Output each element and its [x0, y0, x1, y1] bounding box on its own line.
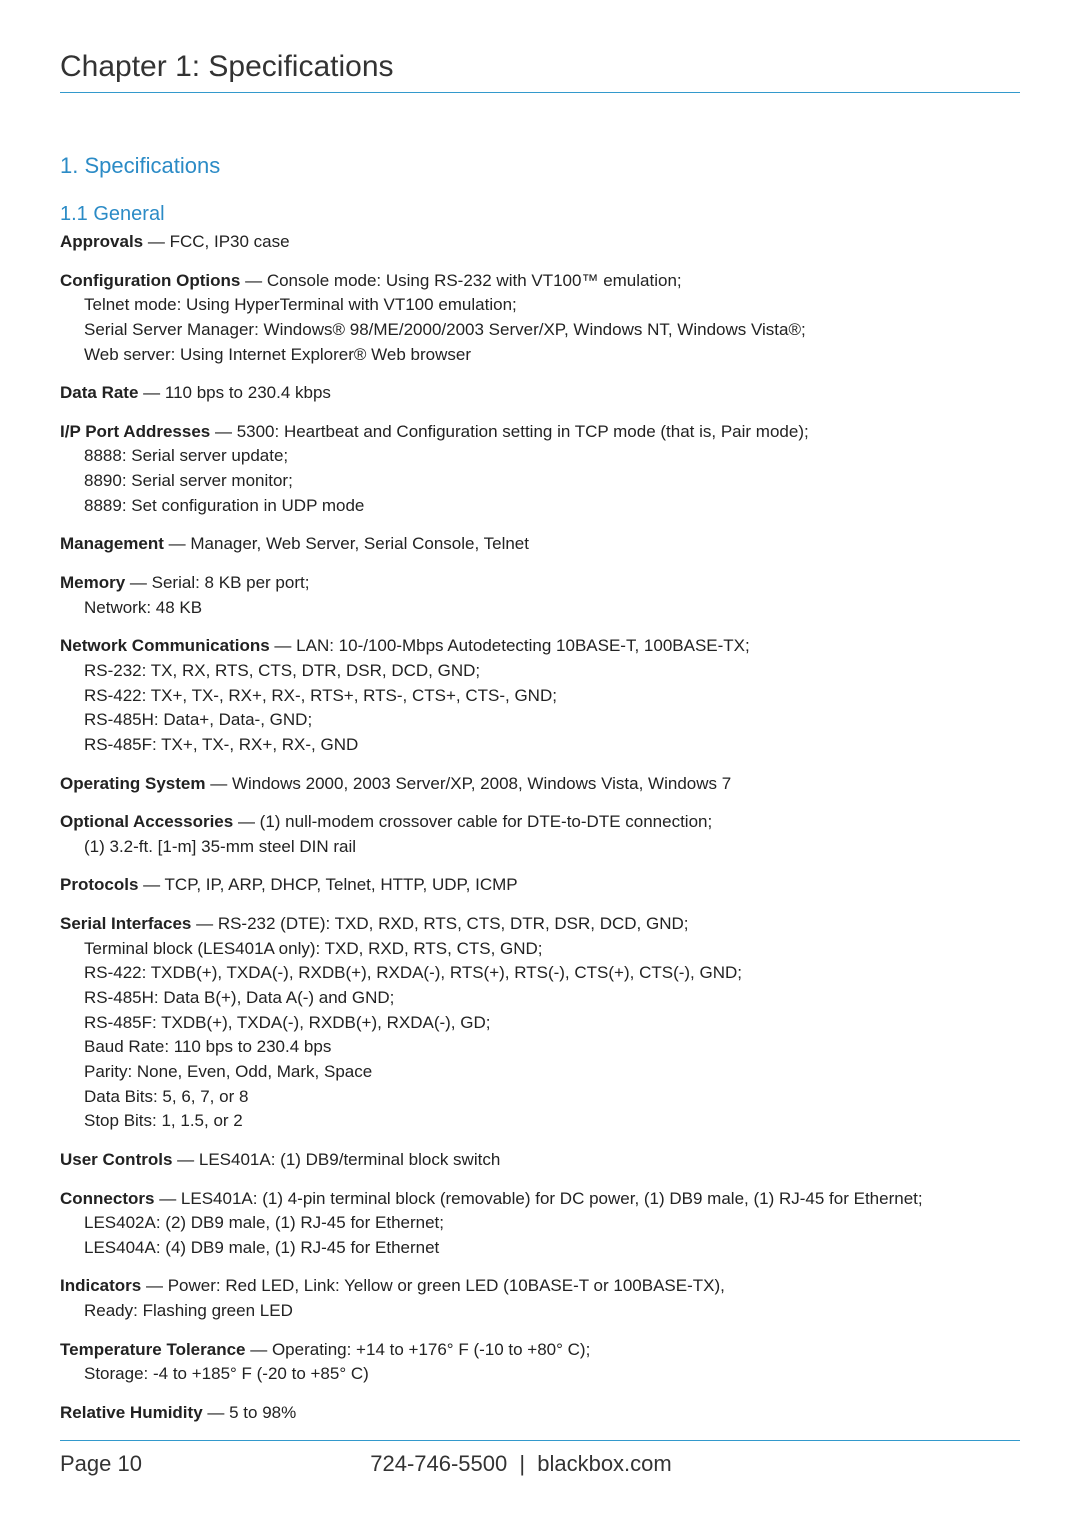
spec-config-options: Configuration Options — Console mode: Us…: [60, 269, 1020, 368]
spec-cont: Baud Rate: 110 bps to 230.4 bps: [60, 1035, 1020, 1060]
spec-value: FCC, IP30 case: [170, 232, 290, 251]
spec-label: Configuration Options: [60, 271, 240, 290]
spec-label: User Controls: [60, 1150, 172, 1169]
spec-label: Data Rate: [60, 383, 138, 402]
spec-cont: Stop Bits: 1, 1.5, or 2: [60, 1109, 1020, 1134]
subsection-title: 1.1 General: [60, 203, 1020, 226]
spec-user-controls: User Controls — LES401A: (1) DB9/termina…: [60, 1148, 1020, 1173]
spec-protocols: Protocols — TCP, IP, ARP, DHCP, Telnet, …: [60, 873, 1020, 898]
spec-value: Serial: 8 KB per port;: [152, 573, 310, 592]
spec-value: Manager, Web Server, Serial Console, Tel…: [190, 534, 529, 553]
spec-label: Management: [60, 534, 164, 553]
spec-value: Operating: +14 to +176° F (-10 to +80° C…: [272, 1340, 590, 1359]
spec-label: Temperature Tolerance: [60, 1340, 246, 1359]
spec-label: Serial Interfaces: [60, 914, 191, 933]
page: Chapter 1: Specifications 1. Specificati…: [0, 0, 1080, 1517]
spec-cont: RS-232: TX, RX, RTS, CTS, DTR, DSR, DCD,…: [60, 659, 1020, 684]
spec-cont: Serial Server Manager: Windows® 98/ME/20…: [60, 318, 1020, 343]
spec-value: RS-232 (DTE): TXD, RXD, RTS, CTS, DTR, D…: [218, 914, 689, 933]
spec-humidity: Relative Humidity — 5 to 98%: [60, 1401, 1020, 1426]
spec-value: Console mode: Using RS-232 with VT100™ e…: [267, 271, 682, 290]
spec-cont: Storage: -4 to +185° F (-20 to +85° C): [60, 1362, 1020, 1387]
spec-label: Approvals: [60, 232, 143, 251]
spec-label: Memory: [60, 573, 125, 592]
spec-cont: RS-485H: Data+, Data-, GND;: [60, 708, 1020, 733]
spec-cont: 8888: Serial server update;: [60, 444, 1020, 469]
spec-label: Network Communications: [60, 636, 270, 655]
spec-cont: Web server: Using Internet Explorer® Web…: [60, 343, 1020, 368]
spec-approvals: Approvals — FCC, IP30 case: [60, 230, 1020, 255]
spec-value: TCP, IP, ARP, DHCP, Telnet, HTTP, UDP, I…: [165, 875, 518, 894]
spec-value: LAN: 10-/100-Mbps Autodetecting 10BASE-T…: [296, 636, 750, 655]
spec-cont: 8889: Set configuration in UDP mode: [60, 494, 1020, 519]
spec-cont: RS-422: TXDB(+), TXDA(-), RXDB(+), RXDA(…: [60, 961, 1020, 986]
spec-cont: RS-485H: Data B(+), Data A(-) and GND;: [60, 986, 1020, 1011]
spec-label: Indicators: [60, 1276, 141, 1295]
footer: Page 10 724-746-5500 | blackbox.com: [60, 1451, 1020, 1477]
spec-value: LES401A: (1) 4-pin terminal block (remov…: [181, 1189, 923, 1208]
footer-phone: 724-746-5500: [370, 1451, 507, 1476]
spec-label: Relative Humidity: [60, 1403, 203, 1422]
spec-cont: RS-422: TX+, TX-, RX+, RX-, RTS+, RTS-, …: [60, 684, 1020, 709]
spec-os: Operating System — Windows 2000, 2003 Se…: [60, 772, 1020, 797]
spec-cont: Data Bits: 5, 6, 7, or 8: [60, 1085, 1020, 1110]
spec-cont: RS-485F: TXDB(+), TXDA(-), RXDB(+), RXDA…: [60, 1011, 1020, 1036]
section-title: 1. Specifications: [60, 153, 1020, 179]
spec-cont: Ready: Flashing green LED: [60, 1299, 1020, 1324]
spec-value: (1) null-modem crossover cable for DTE-t…: [260, 812, 713, 831]
spec-label: Operating System: [60, 774, 206, 793]
spec-cont: (1) 3.2-ft. [1-m] 35-mm steel DIN rail: [60, 835, 1020, 860]
spec-cont: Telnet mode: Using HyperTerminal with VT…: [60, 293, 1020, 318]
spec-cont: Terminal block (LES401A only): TXD, RXD,…: [60, 937, 1020, 962]
spec-cont: 8890: Serial server monitor;: [60, 469, 1020, 494]
chapter-title: Chapter 1: Specifications: [60, 50, 1020, 84]
page-number: Page 10: [60, 1451, 142, 1477]
spec-cont: Parity: None, Even, Odd, Mark, Space: [60, 1060, 1020, 1085]
spec-value: Power: Red LED, Link: Yellow or green LE…: [168, 1276, 725, 1295]
spec-cont: LES402A: (2) DB9 male, (1) RJ-45 for Eth…: [60, 1211, 1020, 1236]
spec-serial-interfaces: Serial Interfaces — RS-232 (DTE): TXD, R…: [60, 912, 1020, 1134]
spec-value: Windows 2000, 2003 Server/XP, 2008, Wind…: [232, 774, 731, 793]
spec-cont: Network: 48 KB: [60, 596, 1020, 621]
spec-value: LES401A: (1) DB9/terminal block switch: [199, 1150, 500, 1169]
spec-memory: Memory — Serial: 8 KB per port; Network:…: [60, 571, 1020, 620]
spec-label: Protocols: [60, 875, 138, 894]
bottom-rule: [60, 1440, 1020, 1441]
spec-label: Optional Accessories: [60, 812, 233, 831]
spec-cont: RS-485F: TX+, TX-, RX+, RX-, GND: [60, 733, 1020, 758]
footer-contact: 724-746-5500 | blackbox.com: [142, 1451, 900, 1477]
spec-network-comm: Network Communications — LAN: 10-/100-Mb…: [60, 634, 1020, 757]
top-rule: [60, 92, 1020, 93]
spec-label: Connectors: [60, 1189, 154, 1208]
spec-indicators: Indicators — Power: Red LED, Link: Yello…: [60, 1274, 1020, 1323]
footer-site: blackbox.com: [537, 1451, 672, 1476]
spec-value: 110 bps to 230.4 kbps: [165, 383, 331, 402]
spec-value: 5300: Heartbeat and Configuration settin…: [237, 422, 809, 441]
spec-cont: LES404A: (4) DB9 male, (1) RJ-45 for Eth…: [60, 1236, 1020, 1261]
spec-value: 5 to 98%: [229, 1403, 296, 1422]
footer-separator: |: [519, 1451, 525, 1476]
spec-label: I/P Port Addresses: [60, 422, 210, 441]
spec-optional-accessories: Optional Accessories — (1) null-modem cr…: [60, 810, 1020, 859]
spec-data-rate: Data Rate — 110 bps to 230.4 kbps: [60, 381, 1020, 406]
spec-management: Management — Manager, Web Server, Serial…: [60, 532, 1020, 557]
spec-temperature: Temperature Tolerance — Operating: +14 t…: [60, 1338, 1020, 1387]
spec-connectors: Connectors — LES401A: (1) 4-pin terminal…: [60, 1187, 1020, 1261]
spec-ip-port: I/P Port Addresses — 5300: Heartbeat and…: [60, 420, 1020, 519]
